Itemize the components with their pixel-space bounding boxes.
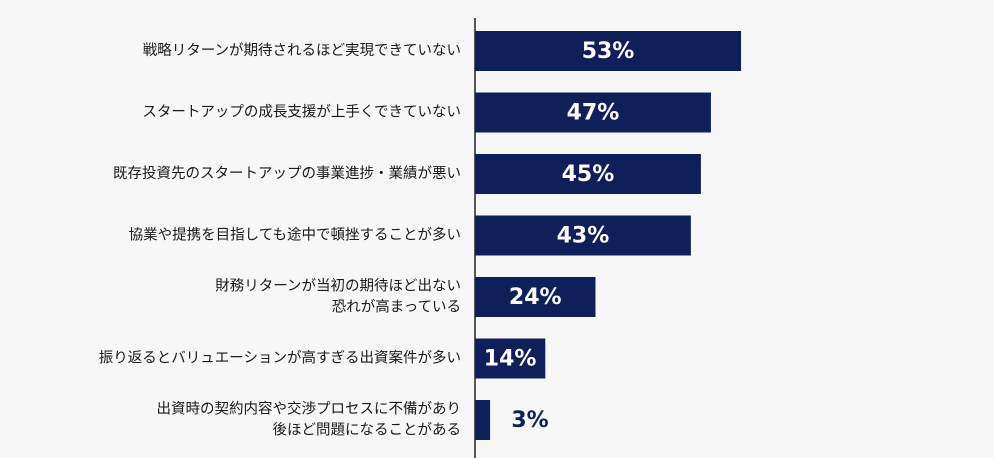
bar xyxy=(475,154,701,194)
bar xyxy=(475,92,711,133)
value-label: 47% xyxy=(567,101,620,126)
category-label: 戦略リターンが期待されるほど実現できていない xyxy=(143,42,461,59)
value-label: 3% xyxy=(511,408,548,433)
category-label: 協業や提携を目指しても途中で頓挫することが多い xyxy=(129,227,461,244)
bar xyxy=(475,338,546,379)
category-label: 振り返るとバリュエーションが高すぎる出資案件が多い xyxy=(99,349,461,367)
value-label: 14% xyxy=(484,347,537,372)
bar xyxy=(475,31,742,71)
category-label: 既存投資先のスタートアップの事業進捗・業績が悪い xyxy=(113,165,461,182)
category-label: 財務リターンが当初の期待ほど出ない恐れが高まっている xyxy=(215,278,461,316)
bar xyxy=(475,277,596,317)
value-label: 43% xyxy=(557,224,610,249)
value-label: 24% xyxy=(509,285,562,310)
value-label: 53% xyxy=(582,39,635,64)
bar xyxy=(475,215,691,256)
value-label: 45% xyxy=(562,162,615,187)
category-label: 出資時の契約内容や交渉プロセスに不備があり後ほど問題になることがある xyxy=(157,400,462,439)
category-label: スタートアップの成長支援が上手くできていない xyxy=(142,104,461,121)
bar xyxy=(475,400,491,440)
